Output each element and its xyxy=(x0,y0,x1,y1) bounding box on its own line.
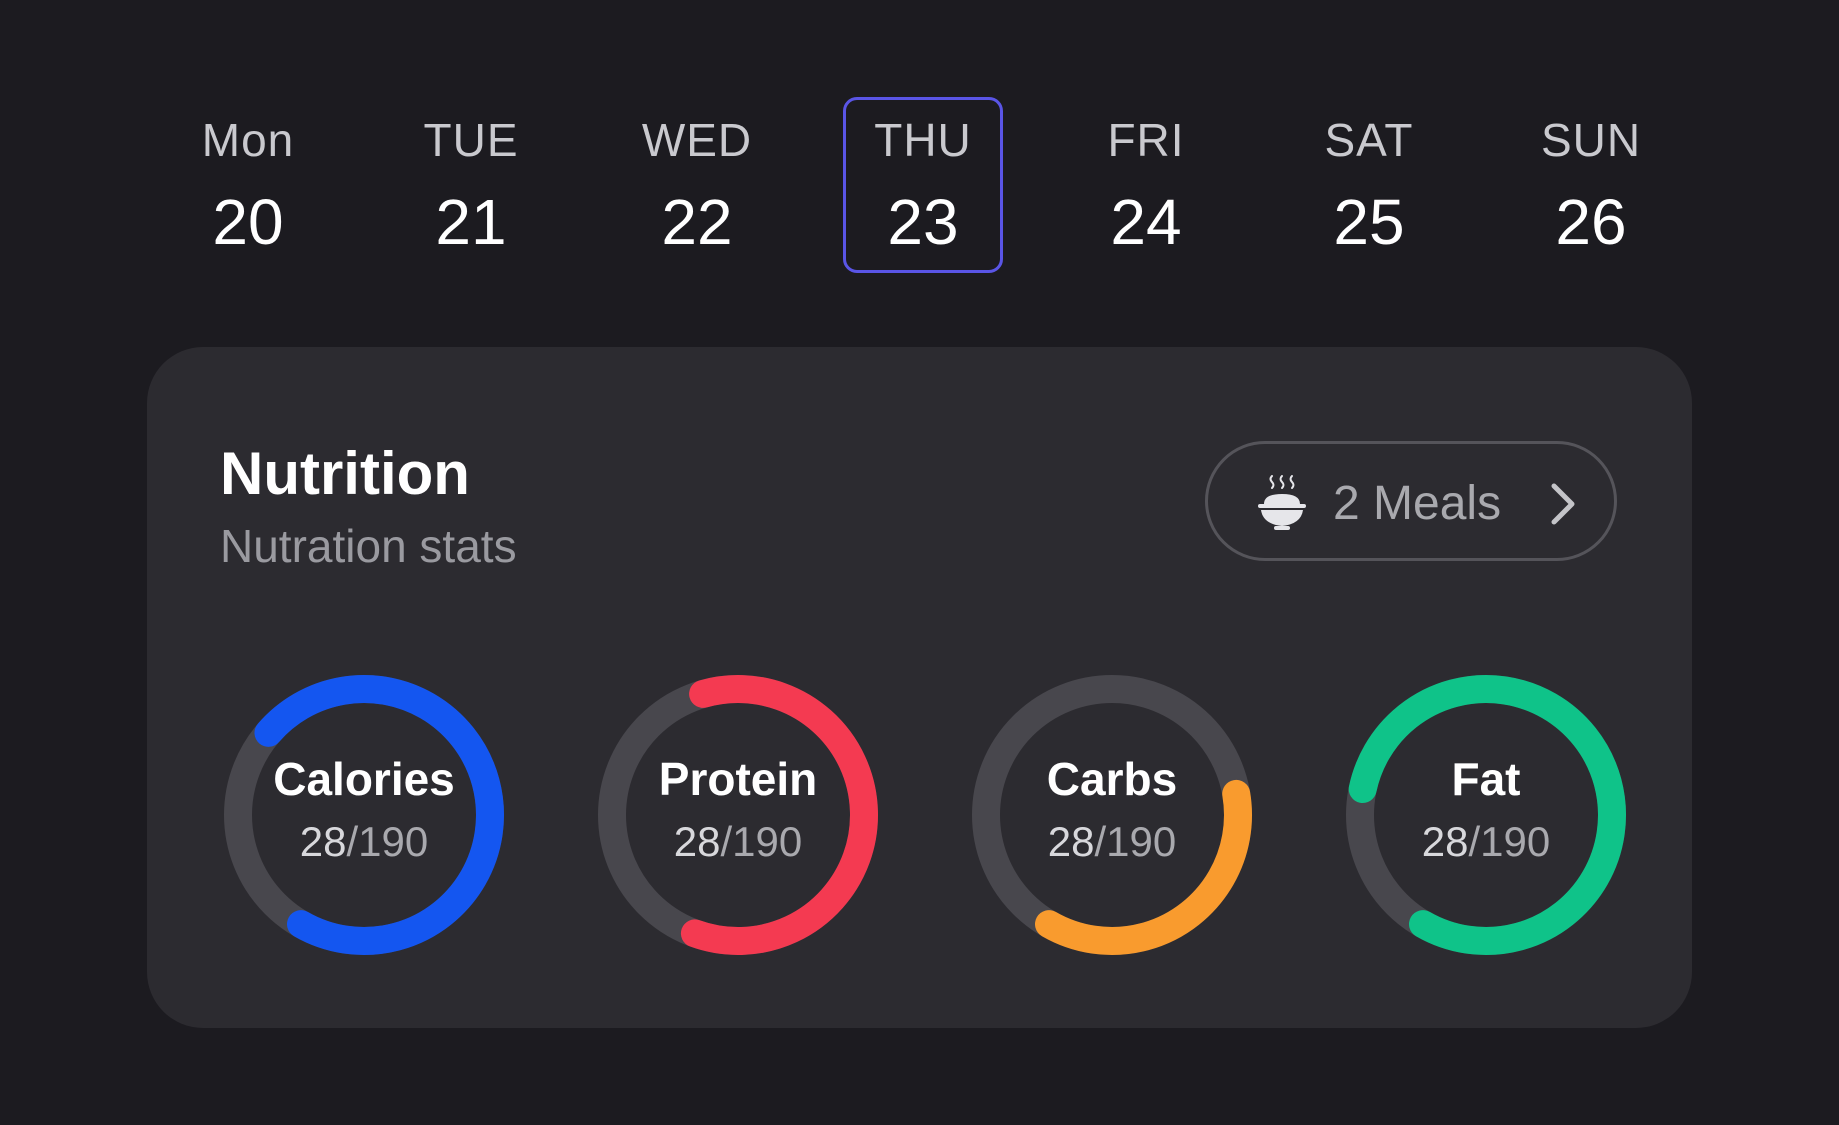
day-name: SUN xyxy=(1540,114,1642,166)
protein-ring: Protein 28/190 xyxy=(593,670,883,960)
ring-total: 190 xyxy=(732,818,803,865)
day-name: FRI xyxy=(1107,114,1185,166)
rice-bowl-icon xyxy=(1258,475,1306,530)
day-fri[interactable]: FRI 24 xyxy=(1066,97,1226,273)
ring-progress xyxy=(1346,675,1626,955)
day-name: THU xyxy=(874,114,972,166)
ring-label: Fat xyxy=(1451,753,1521,805)
ring-progress xyxy=(598,675,878,955)
day-tue[interactable]: TUE 21 xyxy=(391,97,551,273)
day-wed[interactable]: WED 22 xyxy=(617,97,777,273)
day-name: SAT xyxy=(1324,114,1414,166)
day-date: 25 xyxy=(1333,186,1405,258)
meals-button[interactable]: 2 Meals xyxy=(1205,441,1617,561)
ring-total: 190 xyxy=(1480,818,1551,865)
day-name: TUE xyxy=(423,114,519,166)
day-date: 22 xyxy=(661,186,733,258)
ring-progress xyxy=(972,675,1252,955)
card-title: Nutrition xyxy=(220,440,470,507)
day-date: 21 xyxy=(435,186,507,258)
day-date: 20 xyxy=(212,186,284,258)
ring-graphic xyxy=(598,675,878,955)
ring-label: Calories xyxy=(273,753,455,805)
chevron-right-icon xyxy=(1551,483,1575,525)
day-date: 23 xyxy=(887,186,959,258)
ring-current: 28 xyxy=(1047,818,1095,865)
ring-graphic xyxy=(224,675,505,955)
ring-current: 28 xyxy=(1421,818,1469,865)
ring-label: Carbs xyxy=(1046,753,1178,805)
calories-ring: Calories 28/190 xyxy=(219,670,509,960)
ring-label: Protein xyxy=(658,753,818,805)
day-sat[interactable]: SAT 25 xyxy=(1289,97,1449,273)
ring-current: 28 xyxy=(299,818,347,865)
day-name: Mon xyxy=(201,114,295,166)
ring-value: 28/190 xyxy=(673,818,803,865)
day-mon[interactable]: Mon 20 xyxy=(168,97,328,273)
nutrition-card: Nutrition Nutration stats 2 Meals Calori… xyxy=(147,347,1692,1028)
carbs-ring: Carbs 28/190 xyxy=(967,670,1257,960)
ring-graphic xyxy=(1346,675,1626,955)
ring-total: 190 xyxy=(358,818,429,865)
day-name: WED xyxy=(641,114,753,166)
week-day-selector: Mon 20 TUE 21 WED 22 THU 23 FRI 24 SAT 2… xyxy=(0,0,1839,300)
meals-label: 2 Meals xyxy=(1333,477,1502,530)
ring-graphic xyxy=(972,675,1252,955)
ring-value: 28/190 xyxy=(1047,818,1177,865)
ring-value: 28/190 xyxy=(299,818,429,865)
day-sun[interactable]: SUN 26 xyxy=(1511,97,1671,273)
day-date: 24 xyxy=(1110,186,1182,258)
ring-total: 190 xyxy=(1106,818,1177,865)
ring-current: 28 xyxy=(673,818,721,865)
card-subtitle: Nutration stats xyxy=(220,520,517,572)
day-thu-selected[interactable]: THU 23 xyxy=(843,97,1003,273)
ring-progress xyxy=(224,675,505,955)
day-date: 26 xyxy=(1555,186,1627,258)
ring-value: 28/190 xyxy=(1421,818,1551,865)
fat-ring: Fat 28/190 xyxy=(1341,670,1631,960)
